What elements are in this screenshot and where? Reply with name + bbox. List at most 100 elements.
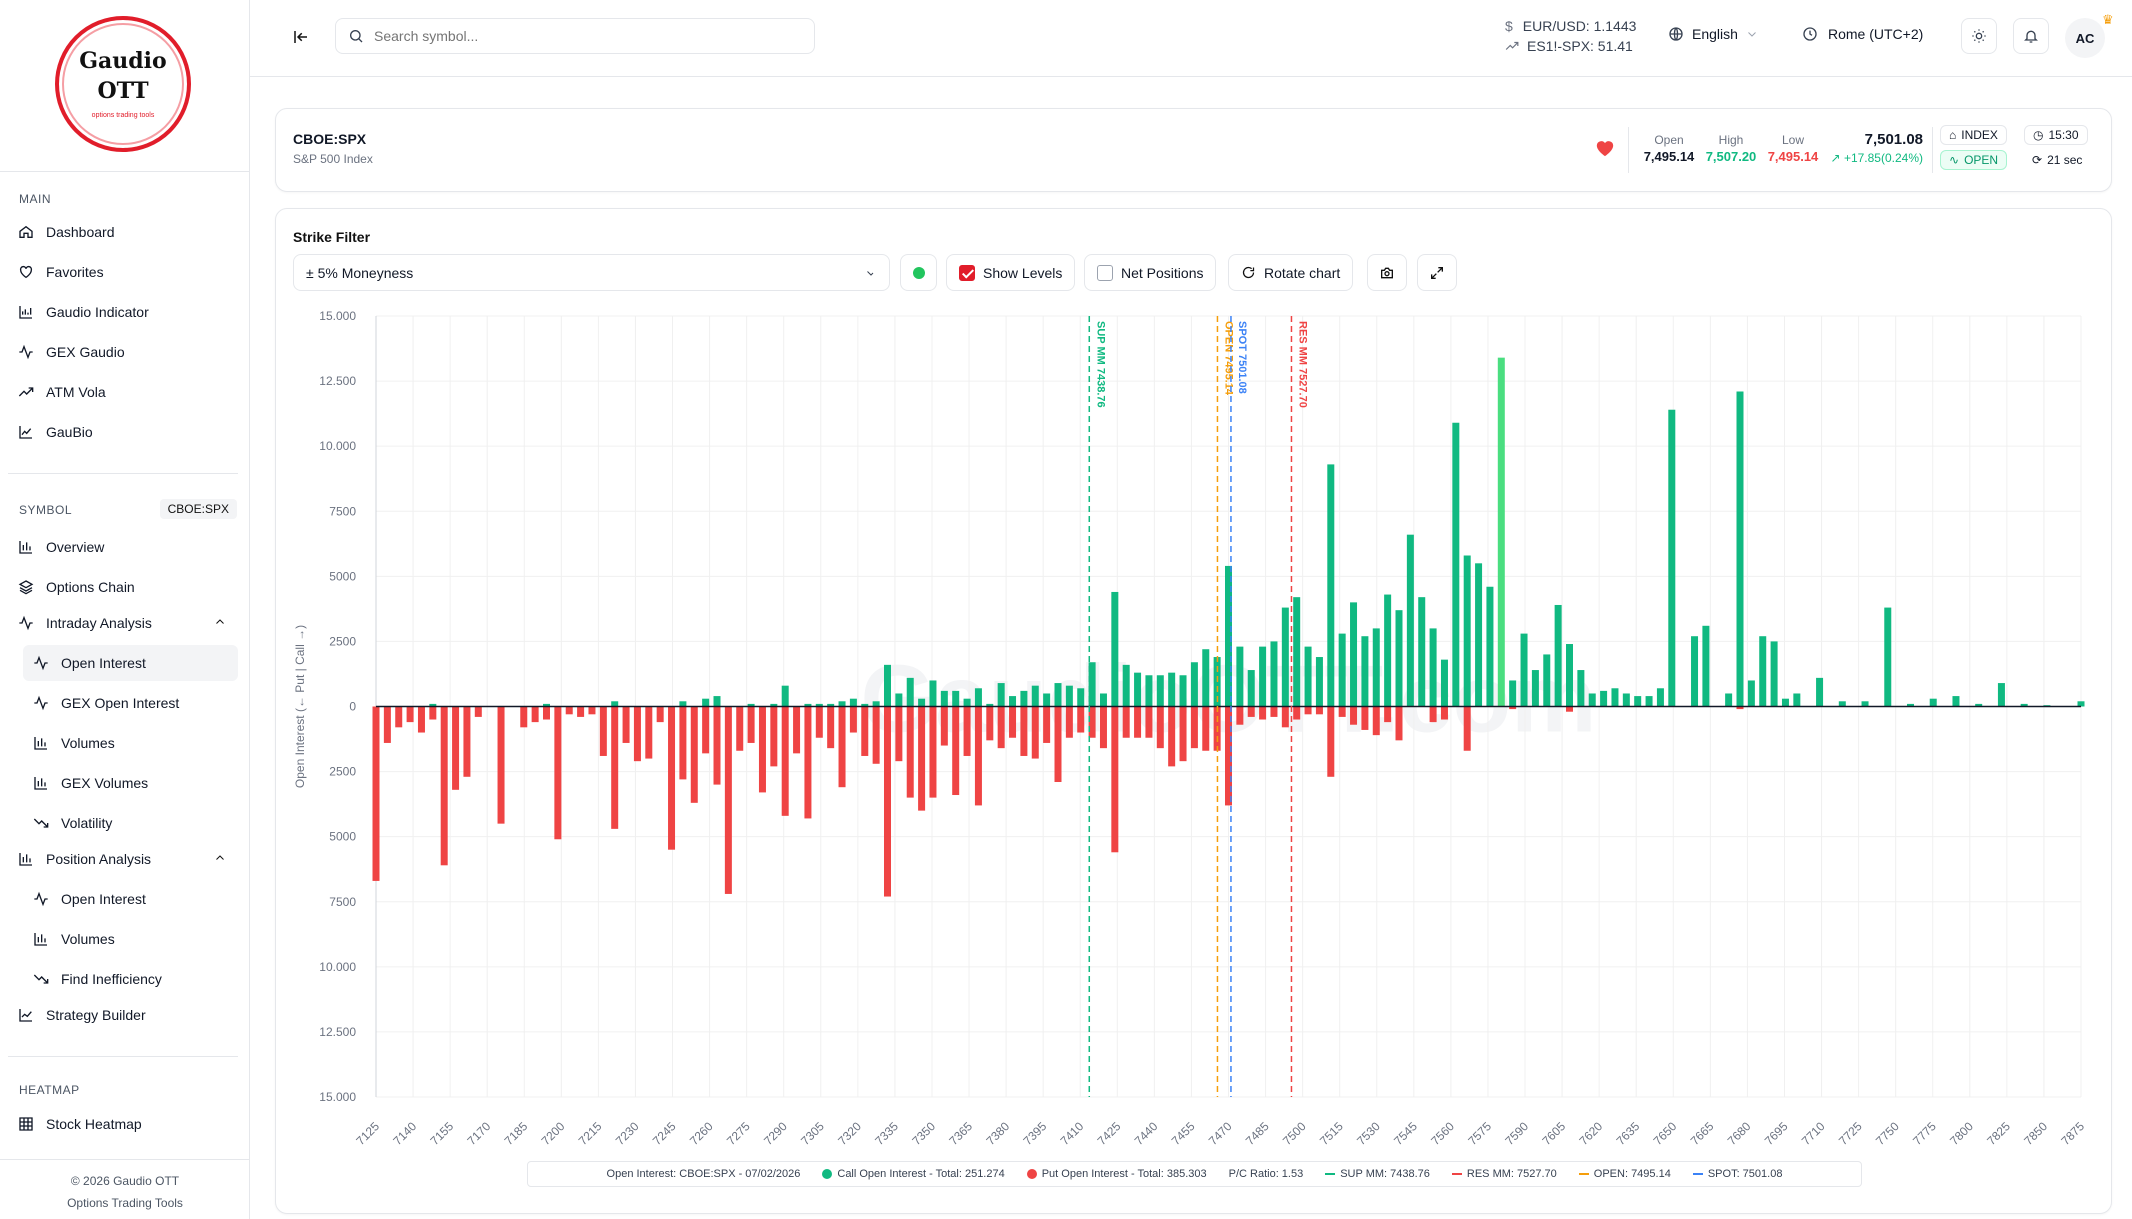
open-label: Open [1654, 133, 1684, 147]
sidebar-item-options-chain[interactable]: Options Chain [8, 569, 238, 605]
legend-call[interactable]: Call Open Interest - Total: 251.274 [822, 1168, 1005, 1180]
legend-spot[interactable]: SPOT: 7501.08 [1692, 1168, 1783, 1180]
activity-icon [8, 615, 36, 631]
call-bar [1065, 685, 1073, 707]
timezone-label: Rome (UTC+2) [1828, 26, 1924, 42]
sidebar-item-find-inefficiency[interactable]: Find Inefficiency [23, 961, 238, 997]
activity-icon: ∿ [1949, 153, 1960, 167]
put-bar [1315, 706, 1323, 715]
theme-toggle-button[interactable] [1961, 18, 1997, 54]
legend-put[interactable]: Put Open Interest - Total: 385.303 [1026, 1168, 1207, 1180]
sidebar-item-dashboard[interactable]: Dashboard [8, 214, 238, 250]
legend-spot-label: SPOT: 7501.08 [1707, 1168, 1783, 1180]
call-bar [611, 701, 619, 707]
clock-icon: ◷ [2033, 128, 2044, 142]
globe-icon [1669, 27, 1683, 41]
put-bar [1190, 706, 1198, 749]
sidebar-item-overview[interactable]: Overview [8, 529, 238, 565]
call-bar [1622, 693, 1630, 707]
call-bar [1293, 597, 1301, 707]
sidebar-item-intraday-analysis[interactable]: Intraday Analysis [8, 605, 238, 641]
strike-filter-select[interactable]: ± 5% Moneyness [293, 254, 890, 291]
legend-res[interactable]: RES MM: 7527.70 [1451, 1168, 1557, 1180]
put-bar [463, 706, 471, 777]
show-levels-toggle[interactable]: Show Levels [946, 254, 1076, 291]
put-bar [1304, 706, 1312, 715]
show-levels-label: Show Levels [983, 264, 1063, 281]
put-bar [1327, 706, 1335, 777]
trend-down-icon [23, 815, 51, 831]
x-tick-label: 7750 [1873, 1119, 1902, 1148]
sidebar-item-atm-vola[interactable]: ATM Vola [8, 374, 238, 410]
search-input[interactable] [374, 28, 774, 44]
language-select[interactable]: English [1668, 26, 1758, 42]
market-time: 15:30 [2048, 128, 2079, 142]
rotate-icon [1242, 266, 1255, 279]
screenshot-button[interactable] [1367, 254, 1407, 291]
call-bar [1509, 680, 1517, 707]
call-bar [1907, 703, 1914, 707]
trend-icon [8, 384, 36, 400]
sidebar-item-volumes[interactable]: Volumes [23, 725, 238, 761]
checkbox-checked-icon[interactable] [959, 264, 975, 281]
sidebar-item-gex-volumes[interactable]: GEX Volumes [23, 765, 238, 801]
symbol-description: S&P 500 Index [293, 152, 373, 166]
refresh-badge[interactable]: ⟳ 21 sec [2024, 150, 2090, 170]
sidebar-item-gaubio[interactable]: GauBio [8, 414, 238, 450]
legend-open[interactable]: OPEN: 7495.14 [1578, 1168, 1671, 1180]
sidebar-item-position-analysis[interactable]: Position Analysis [8, 841, 238, 877]
sidebar-item-gex-gaudio[interactable]: GEX Gaudio [8, 334, 238, 370]
put-bar [474, 706, 482, 717]
sidebar-item-stock-heatmap[interactable]: Stock Heatmap [8, 1106, 238, 1142]
favorite-heart-icon[interactable] [1595, 139, 1615, 162]
x-tick-label: 7305 [798, 1119, 827, 1148]
put-bar [633, 706, 641, 762]
x-tick-label: 7395 [1021, 1119, 1050, 1148]
sidebar-item-open-interest[interactable]: Open Interest [23, 645, 238, 681]
divider [1628, 127, 1629, 173]
collapse-sidebar-icon[interactable] [292, 28, 310, 51]
sidebar-item-strategy-builder[interactable]: Strategy Builder [8, 997, 238, 1033]
heart-icon [8, 264, 36, 280]
y-tick-label: 15.000 [319, 1090, 356, 1104]
call-bar [1202, 649, 1210, 707]
call-bar [1281, 607, 1289, 707]
live-status-button[interactable] [900, 254, 937, 291]
sidebar-item-favorites[interactable]: Favorites [8, 254, 238, 290]
timezone-select[interactable]: Rome (UTC+2) [1802, 26, 1923, 42]
sidebar-item-label: GEX Volumes [61, 775, 149, 791]
fullscreen-button[interactable] [1417, 254, 1457, 291]
put-bar [1088, 706, 1096, 738]
x-tick-label: 7665 [1688, 1119, 1717, 1148]
bar-chart-icon [8, 539, 36, 555]
put-bar [1156, 706, 1164, 749]
x-tick-label: 7590 [1502, 1119, 1531, 1148]
checkbox-icon[interactable] [1097, 264, 1113, 281]
sidebar-item-gex-open-interest[interactable]: GEX Open Interest [23, 685, 238, 721]
chart-legend: Open Interest: CBOE:SPX - 07/02/2026 Cal… [527, 1161, 1862, 1187]
put-bar [611, 706, 619, 829]
put-bar [1247, 706, 1255, 717]
call-bar [1338, 633, 1346, 707]
sidebar-item-position-open-interest[interactable]: Open Interest [23, 881, 238, 917]
put-bar [702, 706, 710, 754]
user-avatar[interactable]: AC [2065, 18, 2105, 58]
put-bar [1281, 706, 1289, 728]
rotate-chart-button[interactable]: Rotate chart [1228, 254, 1354, 291]
sidebar-item-gaudio-indicator[interactable]: Gaudio Indicator [8, 294, 238, 330]
call-bar [747, 703, 755, 707]
sidebar-item-position-volumes[interactable]: Volumes [23, 921, 238, 957]
legend-sup[interactable]: SUP MM: 7438.76 [1325, 1168, 1430, 1180]
legend-title: Open Interest: CBOE:SPX - 07/02/2026 [606, 1168, 801, 1180]
put-bar [1350, 706, 1358, 725]
sidebar-item-volatility[interactable]: Volatility [23, 805, 238, 841]
net-positions-toggle[interactable]: Net Positions [1084, 254, 1217, 291]
call-bar [815, 703, 823, 707]
put-bar [838, 706, 846, 788]
search-box[interactable] [335, 18, 815, 54]
x-tick-label: 7545 [1391, 1119, 1420, 1148]
notifications-button[interactable] [2013, 18, 2049, 54]
line-chart-icon [8, 1007, 36, 1023]
brand-logo[interactable]: Gaudio OTT options trading tools [55, 16, 191, 152]
put-bar [861, 706, 869, 756]
